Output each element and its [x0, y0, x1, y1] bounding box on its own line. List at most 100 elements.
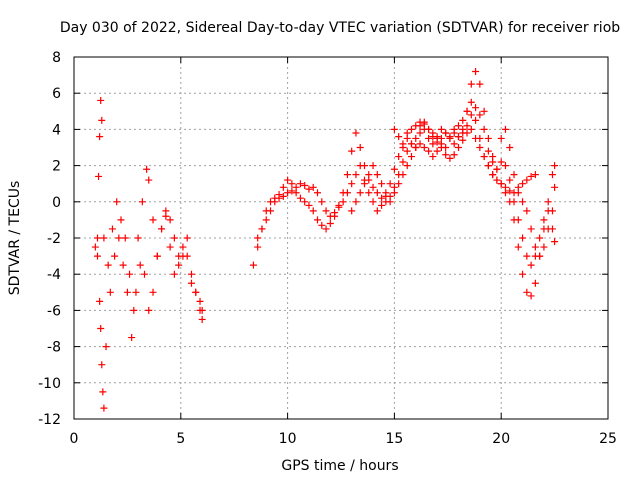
data-point	[519, 198, 527, 206]
data-point	[450, 151, 458, 159]
data-point	[373, 171, 381, 179]
data-point	[352, 198, 360, 206]
data-point	[99, 388, 107, 396]
data-point	[284, 189, 292, 197]
data-point	[484, 134, 492, 142]
data-point	[472, 67, 480, 75]
data-point	[106, 288, 114, 296]
data-point	[301, 198, 309, 206]
data-point	[476, 144, 484, 151]
grid-lines	[74, 57, 608, 419]
y-tick-label: -4	[47, 267, 61, 283]
x-tick-label: 10	[279, 431, 297, 447]
data-point	[267, 207, 275, 215]
data-point	[175, 252, 183, 260]
data-point	[484, 162, 492, 170]
data-point	[463, 129, 471, 137]
y-axis-label: SDTVAR / TECUs	[7, 181, 23, 296]
data-point	[514, 183, 522, 191]
data-point	[314, 216, 322, 224]
data-point	[119, 261, 127, 269]
data-point	[126, 270, 134, 278]
data-point	[183, 252, 191, 260]
data-points	[91, 67, 559, 412]
data-point	[472, 104, 480, 112]
data-point	[399, 140, 407, 148]
data-point	[378, 201, 386, 209]
data-point	[296, 194, 304, 202]
data-point	[95, 172, 103, 180]
data-point	[390, 189, 398, 197]
data-point	[433, 138, 441, 146]
data-point	[403, 129, 411, 137]
data-point	[489, 158, 497, 166]
data-point	[497, 180, 505, 188]
data-point	[506, 144, 514, 151]
data-point	[196, 297, 204, 305]
data-point	[446, 134, 454, 142]
data-point	[531, 252, 539, 260]
data-point	[467, 111, 475, 119]
data-point	[412, 134, 420, 142]
data-point	[514, 243, 522, 251]
data-point	[527, 172, 535, 180]
data-point	[356, 189, 364, 197]
data-point	[335, 203, 343, 211]
data-point	[305, 185, 313, 193]
data-point	[551, 238, 559, 246]
data-point	[442, 151, 450, 159]
data-point	[501, 125, 509, 133]
y-tick-label: -2	[47, 231, 61, 247]
data-point	[117, 216, 125, 224]
series-trace-d	[254, 67, 559, 260]
data-point	[437, 134, 445, 142]
data-point	[331, 209, 339, 217]
data-point	[373, 189, 381, 197]
y-tick-label: 8	[52, 50, 61, 66]
data-point	[501, 162, 509, 170]
data-point	[390, 125, 398, 133]
x-tick-label: 0	[70, 431, 79, 447]
y-axis-ticks: -12 -10 -8 -6 -4 -2 0 2 4 6 8	[38, 50, 608, 428]
data-point	[497, 158, 505, 166]
y-tick-label: -6	[47, 303, 61, 319]
data-point	[254, 243, 262, 251]
data-point	[378, 194, 386, 202]
data-point	[104, 261, 112, 269]
data-point	[527, 292, 535, 300]
data-point	[121, 234, 129, 242]
data-point	[531, 243, 539, 251]
data-point	[425, 147, 433, 155]
data-point	[551, 162, 559, 170]
data-point	[467, 98, 475, 106]
data-point	[322, 225, 330, 233]
data-point	[480, 107, 488, 115]
data-point	[100, 404, 108, 412]
data-point	[551, 183, 559, 191]
data-point	[395, 133, 403, 141]
y-tick-label: 6	[52, 86, 61, 102]
data-point	[459, 116, 467, 124]
data-point	[158, 225, 166, 233]
series-trace-b	[93, 207, 206, 412]
data-point	[454, 133, 462, 141]
data-point	[506, 176, 514, 184]
data-point	[136, 261, 144, 269]
data-point	[416, 140, 424, 148]
data-point	[467, 125, 475, 133]
data-point	[476, 80, 484, 88]
data-point	[523, 176, 531, 184]
y-tick-label: -10	[38, 376, 61, 392]
data-point	[98, 116, 106, 124]
data-point	[531, 171, 539, 179]
data-point	[437, 125, 445, 133]
data-point	[309, 183, 317, 191]
data-point	[548, 225, 556, 233]
data-point	[489, 171, 497, 179]
data-point	[111, 252, 119, 260]
data-point	[382, 189, 390, 197]
data-point	[386, 198, 394, 206]
data-point	[390, 165, 398, 173]
data-point	[519, 180, 527, 188]
data-point	[275, 194, 283, 202]
